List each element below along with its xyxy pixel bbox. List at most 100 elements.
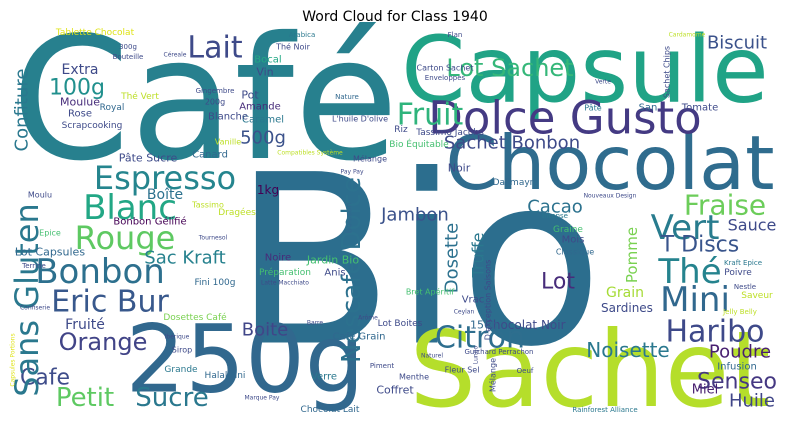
word: Nescafé Dolce xyxy=(337,177,367,363)
word: Canard xyxy=(192,150,228,161)
word: Mélange xyxy=(488,358,498,392)
word: Fleur Sel xyxy=(445,366,480,375)
word: Boisson xyxy=(345,203,354,234)
word: Pay Pay xyxy=(340,169,364,176)
word: Pâte Sucre xyxy=(119,152,178,165)
word: Gingembre xyxy=(196,87,235,95)
word: Dolce Gusto xyxy=(428,92,701,145)
word: Thé Noir xyxy=(275,42,311,52)
word: T Discs xyxy=(660,233,740,258)
word: Marque Pay xyxy=(244,395,279,402)
word: Moulu xyxy=(28,191,52,200)
word: Noir xyxy=(448,162,471,175)
word: Riz xyxy=(394,125,408,135)
word: 500g xyxy=(240,128,286,149)
word: Biscuit xyxy=(707,33,767,54)
word: Sachet Bonbon xyxy=(444,133,580,154)
word: Café Grain xyxy=(332,331,385,343)
word: San xyxy=(639,103,658,114)
word: Piment xyxy=(370,362,395,370)
word: Nestle xyxy=(734,283,756,291)
word: Intense xyxy=(542,212,568,220)
word: Coffret xyxy=(376,384,414,397)
word: Rose xyxy=(68,109,92,120)
word: Dallmayr xyxy=(493,178,534,188)
word: Thé xyxy=(657,252,721,292)
word: Lot Boites xyxy=(378,319,423,329)
word: Poivre xyxy=(724,268,752,278)
word: Tournesol xyxy=(198,235,228,242)
word: Oeuf xyxy=(517,367,534,375)
word: Rouge xyxy=(75,219,176,257)
word: Pâte xyxy=(584,104,602,113)
word: Espresso xyxy=(94,159,236,197)
word: Carton Sachet xyxy=(417,64,474,73)
word: Amande xyxy=(239,102,281,113)
word: Pot xyxy=(241,89,259,102)
word: Anis xyxy=(324,268,345,279)
word: Bio xyxy=(233,126,603,399)
word: Caramel xyxy=(242,115,284,126)
word: Lait xyxy=(187,31,242,66)
word: D'exception Saisons xyxy=(484,260,493,341)
word: Mélange xyxy=(353,154,387,164)
word: Mois xyxy=(562,235,585,246)
word: Royal xyxy=(100,103,125,113)
word: Boîte xyxy=(147,187,183,203)
word: Haribo xyxy=(665,315,764,350)
word: Capsules Portions xyxy=(10,333,17,386)
word: Ceylan xyxy=(454,309,475,316)
word: Verte xyxy=(595,79,611,86)
word: Chocolat Noir xyxy=(484,318,565,332)
word: Chocolat Lait xyxy=(301,405,360,415)
word: Bret Apéritif xyxy=(406,287,455,297)
word: Barre xyxy=(307,320,323,327)
word: Epice xyxy=(39,229,61,238)
word: Truffe xyxy=(469,232,488,278)
word: Dragées xyxy=(218,207,256,218)
word: Kraft Epice xyxy=(724,259,762,267)
word: Miel xyxy=(692,383,718,398)
word: Vrac xyxy=(462,295,485,306)
word: Tassimo Jacobs xyxy=(415,128,484,138)
word: Sauce xyxy=(728,216,777,235)
word: Sachet xyxy=(409,309,770,425)
word: Menthe xyxy=(399,373,429,382)
word: Senseo xyxy=(697,370,777,395)
word: Confiserie xyxy=(20,305,50,312)
word: Citron xyxy=(435,321,525,356)
word: Enveloppes xyxy=(425,74,466,82)
word: Confiture xyxy=(12,69,33,152)
word: Flan xyxy=(448,31,463,39)
word: Dosette xyxy=(442,223,463,294)
word: Pomme xyxy=(623,227,641,283)
word: 300g xyxy=(119,43,137,51)
word: Mini xyxy=(660,280,730,320)
word: Huile xyxy=(729,391,775,412)
word: Blanc xyxy=(83,188,177,228)
word: Guichard Perrachon xyxy=(464,348,533,356)
word: Sardines xyxy=(601,301,653,315)
word: Vert xyxy=(651,208,720,248)
word: Petit xyxy=(56,383,114,413)
word: Arabica xyxy=(289,31,315,39)
word: Fruité xyxy=(65,317,105,333)
word: Cardamome xyxy=(669,32,706,39)
word: Bonbon xyxy=(35,252,165,292)
word: Fraise xyxy=(684,189,766,222)
word: 1kg xyxy=(257,183,279,197)
word: Vanille xyxy=(215,138,241,147)
word: Extra xyxy=(62,62,99,78)
word: Tassimo xyxy=(191,201,224,210)
word: Arôme xyxy=(358,315,378,322)
word: 200g xyxy=(205,98,225,107)
word: Tomate xyxy=(681,103,718,114)
word: Dosettes Café xyxy=(163,312,227,323)
word: Saveur xyxy=(741,291,773,301)
word: Sucre xyxy=(135,383,208,413)
chart-title: Word Cloud for Class 1940 xyxy=(302,9,488,25)
word: Naturel xyxy=(421,353,443,360)
word: Scrapcooking xyxy=(62,121,123,131)
